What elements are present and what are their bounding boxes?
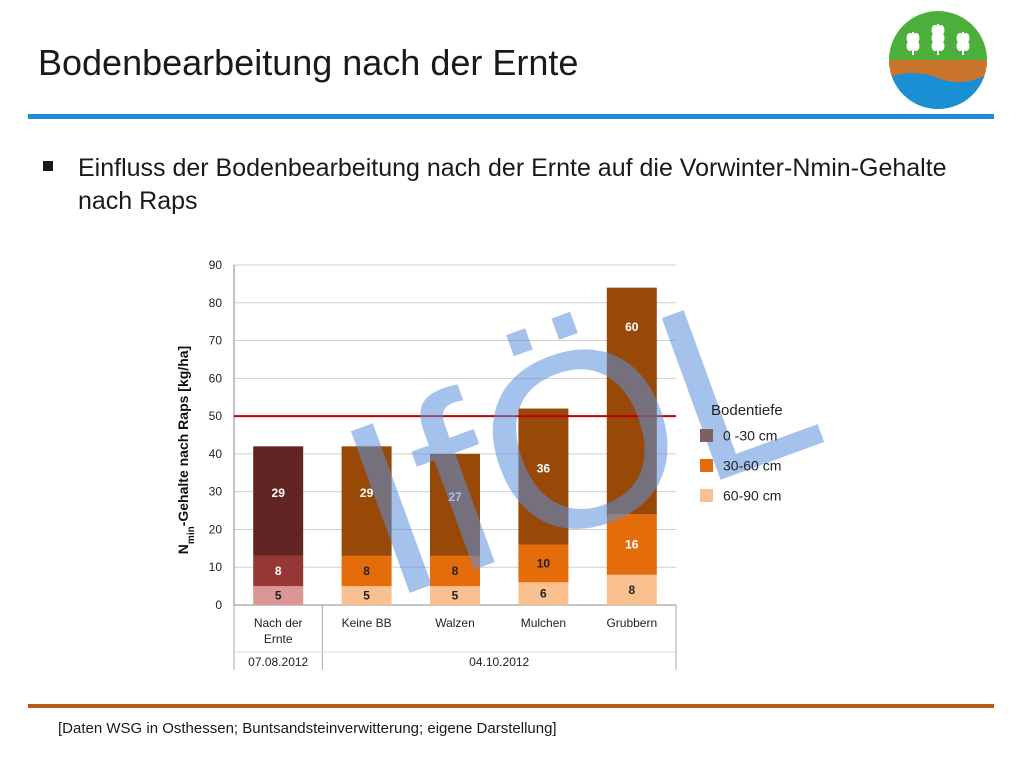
data-label: 8: [275, 564, 282, 578]
footer-divider: [28, 704, 994, 708]
data-label: 5: [275, 589, 282, 603]
bar-segment: [430, 555, 480, 587]
data-label: 10: [537, 556, 551, 570]
data-label: 8: [628, 583, 635, 597]
y-tick-label: 20: [209, 522, 223, 536]
data-label: 36: [537, 462, 551, 476]
y-tick-label: 30: [209, 485, 223, 499]
bar-segment: [341, 555, 392, 587]
legend-swatch-0-30: [700, 428, 713, 442]
bar-segment: [253, 555, 304, 587]
data-label: 60: [625, 320, 639, 334]
group-label: 07.08.2012: [248, 655, 308, 669]
legend-swatch-60-90: [700, 488, 713, 502]
data-label: 5: [452, 589, 459, 603]
legend-swatch-30-60: [700, 458, 713, 472]
group-label: 04.10.2012: [469, 655, 529, 669]
y-tick-label: 80: [209, 296, 223, 310]
bullet-text: Einfluss der Bodenbearbeitung nach der E…: [78, 154, 947, 215]
bar-segment: [430, 453, 480, 556]
bar-segment: [518, 408, 569, 545]
bar-segment: [341, 586, 392, 605]
legend-item-0-30: 0 -30 cm: [700, 426, 777, 443]
x-tick-label: Grubbern: [606, 616, 657, 630]
data-label: 8: [363, 564, 370, 578]
x-tick-label: Ernte: [264, 632, 293, 646]
y-tick-label: 50: [209, 409, 223, 423]
y-tick-label: 60: [209, 371, 223, 385]
y-tick-label: 10: [209, 560, 223, 574]
bar-segment: [341, 446, 392, 556]
bar-segment: [606, 514, 657, 575]
footer-source: [Daten WSG in Osthessen; Buntsandsteinve…: [58, 720, 557, 737]
bar-segment: [606, 287, 657, 515]
data-label: 27: [448, 490, 462, 504]
title-divider: [28, 114, 994, 119]
data-label: 29: [272, 486, 286, 500]
data-label: 5: [363, 589, 370, 603]
data-label: 29: [360, 486, 374, 500]
y-tick-label: 90: [209, 258, 223, 272]
bar-segment: [430, 586, 480, 605]
y-tick-label: 0: [215, 598, 222, 612]
y-tick-label: 70: [209, 334, 223, 348]
x-tick-label: Walzen: [435, 616, 475, 630]
bar-segment: [253, 446, 304, 556]
data-label: 6: [540, 587, 547, 601]
y-tick-label: 40: [209, 447, 223, 461]
bar-segment: [518, 544, 569, 583]
bullet-icon: [43, 161, 53, 171]
logo-icon: [889, 11, 987, 109]
x-tick-label: Mulchen: [521, 616, 566, 630]
legend-item-30-60: 30-60 cm: [700, 456, 781, 473]
x-tick-label: Keine BB: [342, 616, 392, 630]
bar-segment: [518, 582, 569, 605]
legend-title: Bodentiefe: [711, 402, 783, 419]
y-axis-label: Nmin-Gehalte nach Raps [kg/ha]: [175, 346, 197, 554]
data-label: 16: [625, 538, 639, 552]
legend-item-60-90: 60-90 cm: [700, 486, 781, 503]
data-label: 8: [452, 564, 459, 578]
page-title: Bodenbearbeitung nach der Ernte: [38, 42, 579, 83]
x-tick-label: Nach der: [254, 616, 303, 630]
bar-segment: [606, 574, 657, 605]
bar-segment: [253, 586, 304, 605]
